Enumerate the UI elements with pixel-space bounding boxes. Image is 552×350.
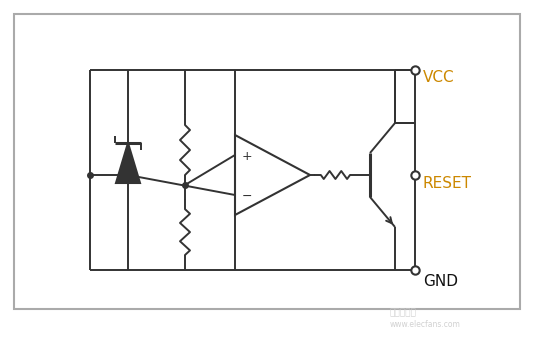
Polygon shape [235, 135, 310, 215]
Text: www.elecfans.com: www.elecfans.com [390, 320, 461, 329]
Text: RESET: RESET [423, 175, 472, 190]
Text: 电子发烧友: 电子发烧友 [390, 308, 417, 317]
Text: +: + [242, 149, 253, 162]
Polygon shape [116, 143, 140, 183]
Text: −: − [242, 189, 252, 203]
Bar [14, 14, 520, 309]
Text: GND: GND [423, 274, 458, 289]
Text: VCC: VCC [423, 70, 455, 85]
